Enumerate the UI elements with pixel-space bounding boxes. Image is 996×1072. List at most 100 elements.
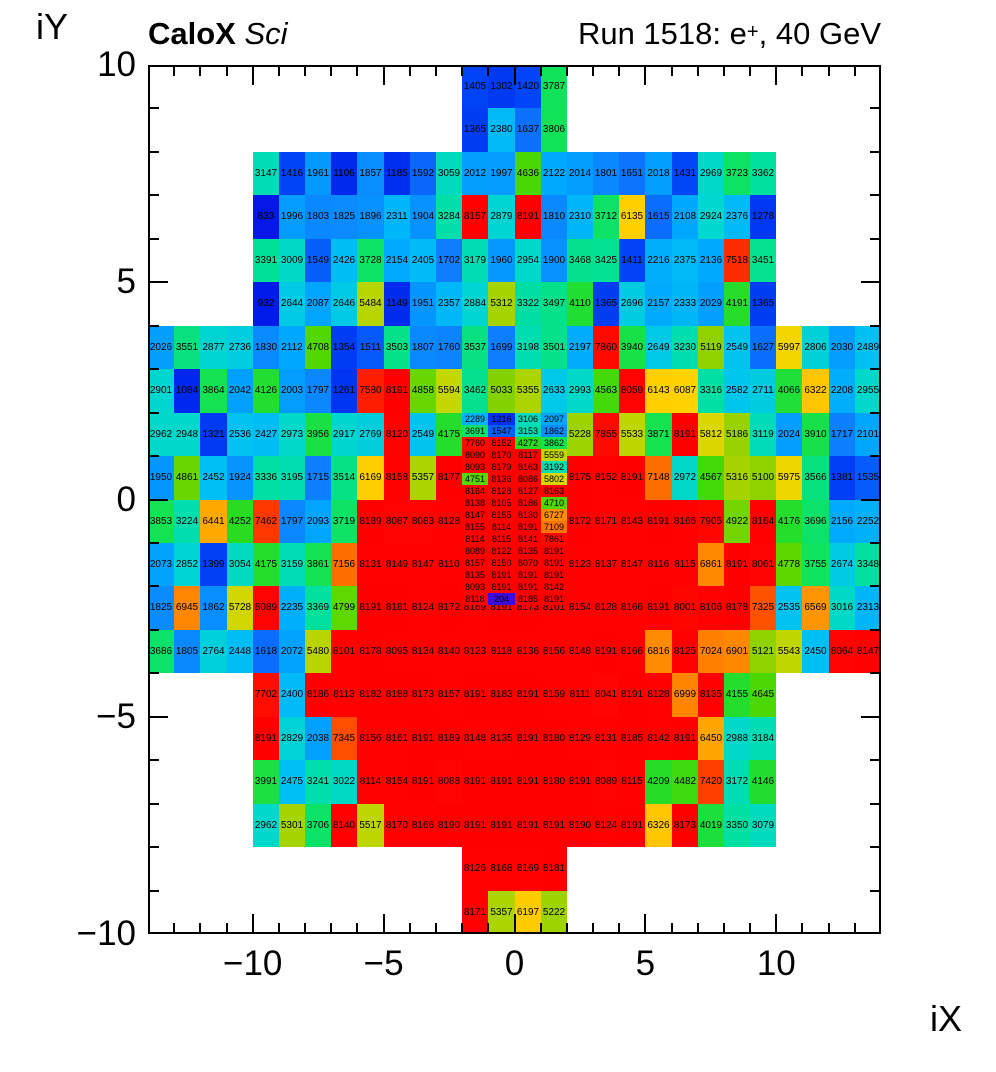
heatmap-cell: 8149 xyxy=(384,543,410,586)
axis-tick xyxy=(150,107,159,109)
heatmap-cell: 8181 xyxy=(541,847,567,891)
heatmap-cell: 3991 xyxy=(253,760,279,804)
axis-tick xyxy=(150,194,159,196)
axis-tick xyxy=(435,67,437,76)
axis-tick xyxy=(304,67,306,76)
axis-tick xyxy=(150,151,159,153)
heatmap-cell: 5119 xyxy=(698,326,724,369)
heatmap-cell: 8128 xyxy=(593,586,619,630)
heatmap-cell: 7860 xyxy=(593,326,619,369)
axis-tick xyxy=(150,716,168,718)
heatmap-cell: 8041 xyxy=(593,673,619,717)
heatmap-cell: 5186 xyxy=(724,413,750,456)
axis-tick xyxy=(870,629,879,631)
heatmap-cell-fine: 8105 xyxy=(488,497,515,509)
heatmap-cell: 8188 xyxy=(384,673,410,717)
heatmap-cell: 2962 xyxy=(253,804,279,847)
heatmap-cell: 3853 xyxy=(148,500,174,543)
heatmap-cell: 8156 xyxy=(357,717,384,760)
heatmap-cell: 2357 xyxy=(436,282,462,326)
heatmap-cell: 1084 xyxy=(174,369,200,413)
run-title: Run 1518: e+, 40 GeV xyxy=(577,16,881,51)
heatmap-cell: 1549 xyxy=(305,239,331,282)
heatmap-cell: 3712 xyxy=(593,195,619,239)
heatmap-cell: 3369 xyxy=(305,586,331,630)
heatmap-cell: 1797 xyxy=(305,369,331,413)
heatmap-cell: 4482 xyxy=(672,760,698,804)
heatmap-cell-fine: 8093 xyxy=(462,461,488,473)
heatmap-cell-fine: 3106 xyxy=(515,413,541,425)
axis-tick xyxy=(854,923,856,932)
heatmap-cell: 5355 xyxy=(515,369,541,413)
heatmap-cell: 2924 xyxy=(698,195,724,239)
heatmap-cell: 8191 xyxy=(488,804,515,847)
heatmap-cell: 2450 xyxy=(802,630,829,673)
heatmap-cell: 5975 xyxy=(776,456,802,500)
axis-tick xyxy=(828,923,830,932)
heatmap-cell: 8140 xyxy=(331,804,357,847)
heatmap-cell: 1431 xyxy=(672,152,698,195)
heatmap-cell-fine: 3153 xyxy=(515,425,541,437)
heatmap-cell: 5728 xyxy=(227,586,253,630)
heatmap-cell: 8186 xyxy=(305,673,331,717)
heatmap-cell: 1651 xyxy=(619,152,645,195)
heatmap-cell: 1399 xyxy=(200,543,227,586)
heatmap-cell: 6816 xyxy=(645,630,672,673)
heatmap-cell: 3497 xyxy=(541,282,567,326)
heatmap-cell: 8154 xyxy=(567,586,593,630)
heatmap-cell: 8115 xyxy=(672,543,698,586)
heatmap-cell: 6441 xyxy=(200,500,227,543)
heatmap-cell: 6322 xyxy=(802,369,829,413)
axis-tick xyxy=(330,923,332,932)
heatmap-cell: 2252 xyxy=(855,500,881,543)
heatmap-cell: 2769 xyxy=(357,413,384,456)
heatmap-cell: 2112 xyxy=(279,326,305,369)
heatmap-cell: 2489 xyxy=(855,326,881,369)
heatmap-cell: 3147 xyxy=(253,152,279,195)
heatmap-cell: 4209 xyxy=(645,760,672,804)
heatmap-cell-fine: 8155 xyxy=(462,521,488,533)
heatmap-cell: 2093 xyxy=(305,500,331,543)
heatmap-cell: 2400 xyxy=(279,673,305,717)
heatmap-cell: 2884 xyxy=(462,282,488,326)
heatmap-cell: 2644 xyxy=(279,282,305,326)
heatmap-cell: 3728 xyxy=(357,239,384,282)
heatmap-cell: 8173 xyxy=(672,804,698,847)
y-tick-label: 10 xyxy=(97,45,136,84)
heatmap-cell: 8171 xyxy=(462,891,488,934)
heatmap-cell: 1535 xyxy=(855,456,881,500)
heatmap-cell: 3224 xyxy=(174,500,200,543)
axis-tick xyxy=(150,455,159,457)
axis-tick xyxy=(801,67,803,76)
heatmap-cell: 8142 xyxy=(645,717,672,760)
axis-tick xyxy=(150,542,159,544)
heatmap-cell-fine: 8114 xyxy=(488,521,515,533)
heatmap-cell: 8191 xyxy=(488,760,515,804)
heatmap-cell: 2313 xyxy=(855,586,881,630)
detector-title: CaloX Sci xyxy=(148,16,288,52)
heatmap-cell-fine: 7109 xyxy=(541,521,567,533)
heatmap-cell: 7580 xyxy=(357,369,384,413)
heatmap-cell: 2136 xyxy=(698,239,724,282)
heatmap-cell: 1511 xyxy=(357,326,384,369)
heatmap-cell: 2108 xyxy=(672,195,698,239)
heatmap-cell: 4778 xyxy=(776,543,802,586)
y-tick-label: −10 xyxy=(76,914,136,953)
heatmap-cell: 7518 xyxy=(724,239,750,282)
heatmap-cell: 6326 xyxy=(645,804,672,847)
axis-tick xyxy=(150,368,159,370)
axis-tick xyxy=(278,67,280,76)
heatmap-cell: 4252 xyxy=(227,500,253,543)
axis-tick xyxy=(801,923,803,932)
heatmap-cell: 5301 xyxy=(279,804,305,847)
heatmap-cell: 8191 xyxy=(515,673,541,717)
heatmap-cell: 8129 xyxy=(567,717,593,760)
heatmap-cell: 7420 xyxy=(698,760,724,804)
heatmap-cell: 2549 xyxy=(724,326,750,369)
axis-tick xyxy=(150,803,159,805)
heatmap-cell-fine: 3192 xyxy=(541,461,567,473)
heatmap-cell: 3723 xyxy=(724,152,750,195)
heatmap-cell: 1715 xyxy=(305,456,331,500)
heatmap-cell: 8140 xyxy=(436,630,462,673)
heatmap-cell-fine: 8191 xyxy=(541,557,567,569)
